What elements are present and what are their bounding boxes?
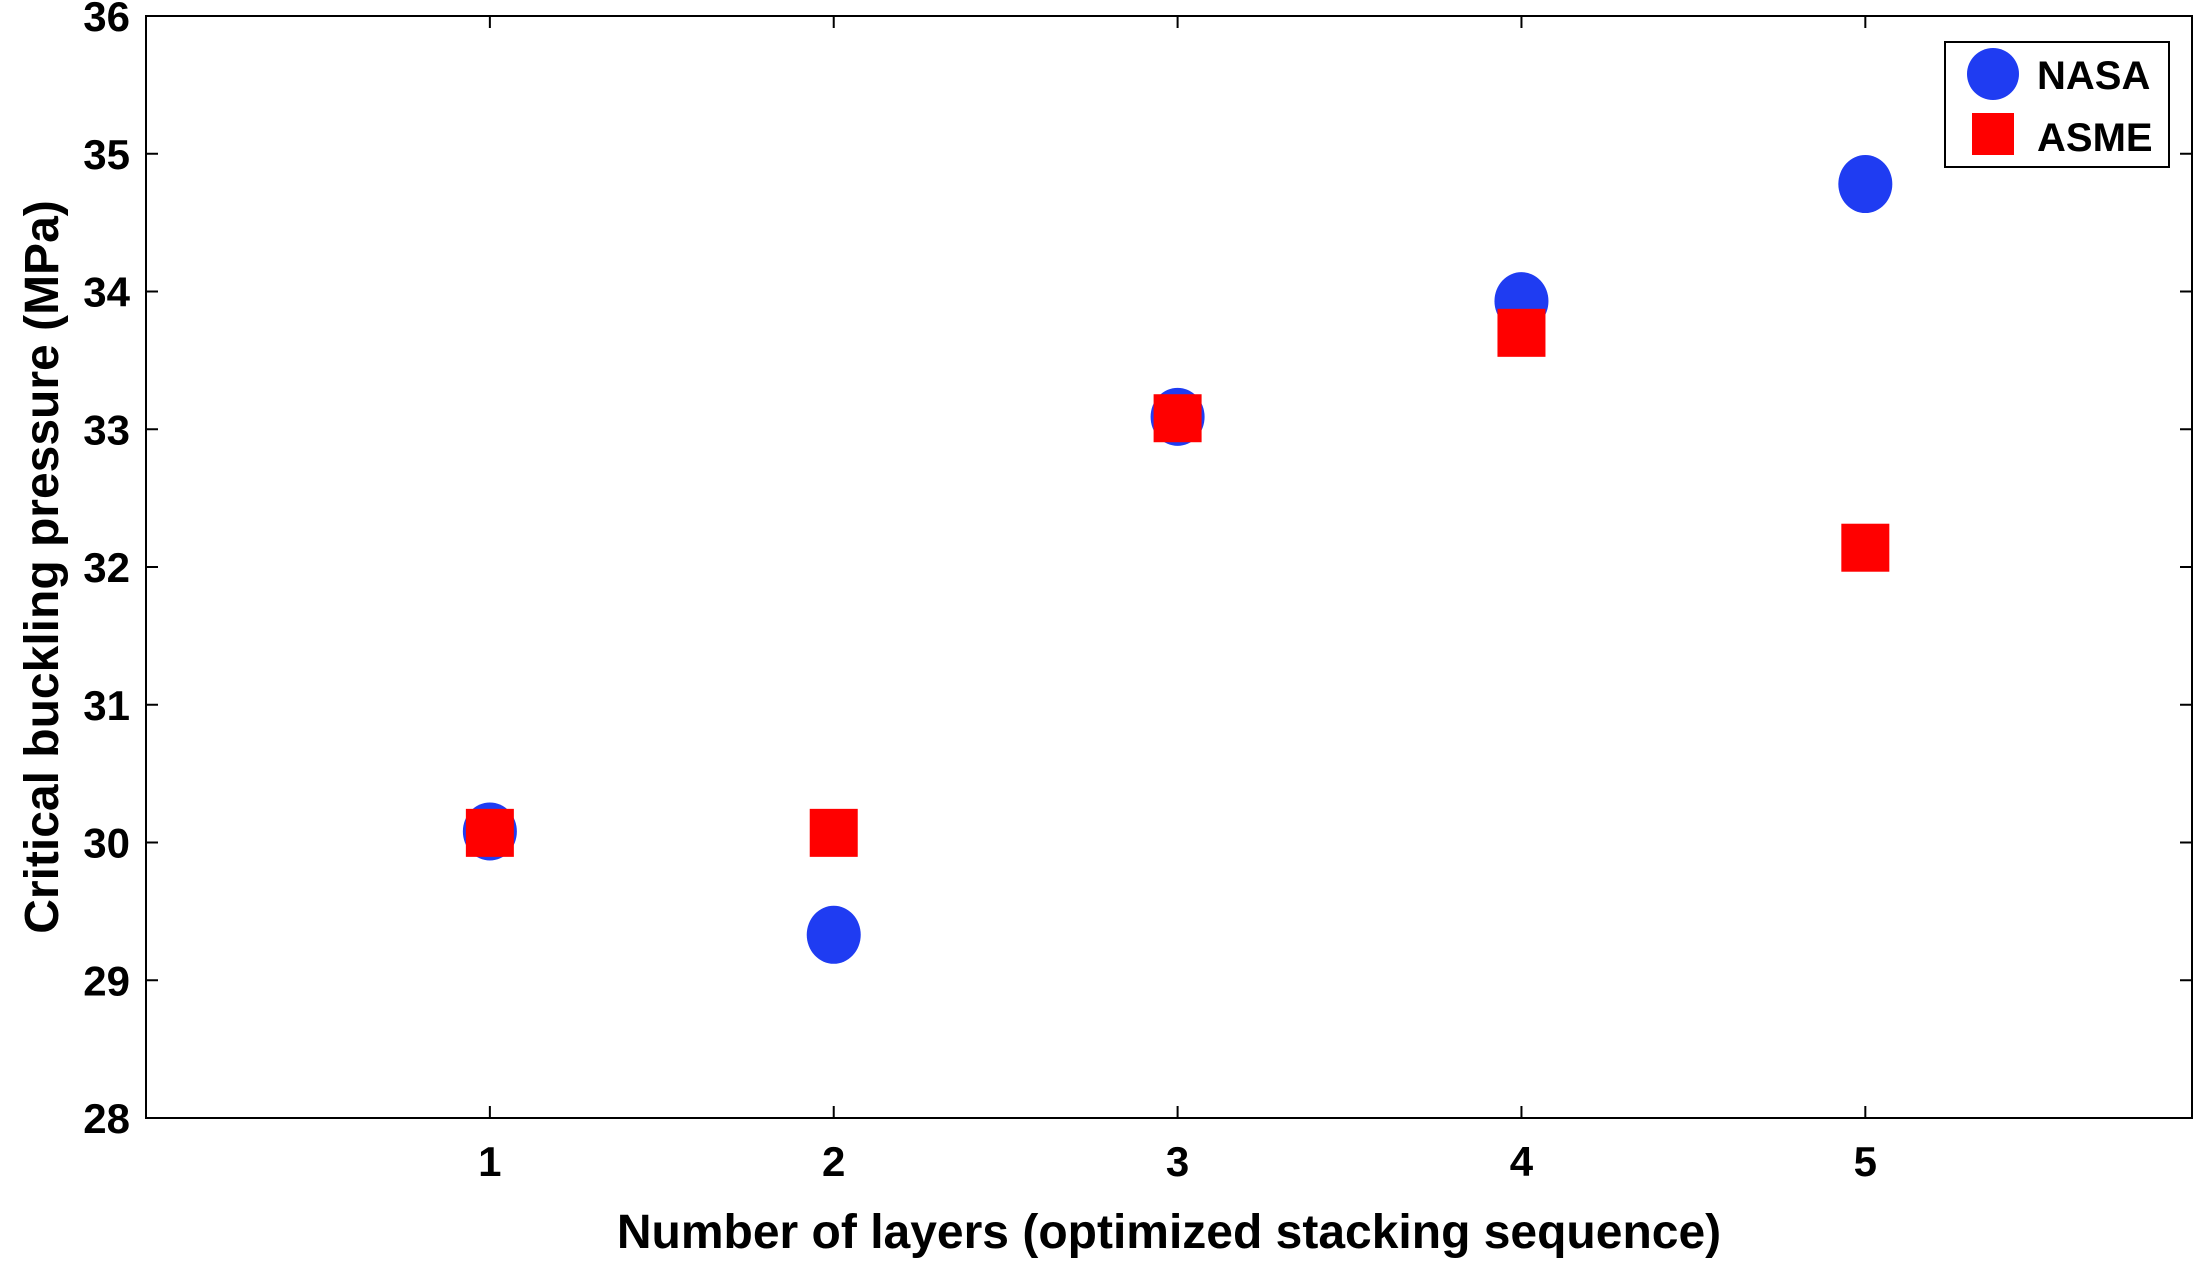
legend-marker-nasa xyxy=(1967,48,2019,100)
legend-label-asme: ASME xyxy=(2037,116,2153,160)
data-point-asme xyxy=(465,808,514,857)
x-tick-label: 2 xyxy=(822,1138,845,1185)
y-tick-label: 29 xyxy=(83,957,130,1004)
y-tick-label: 32 xyxy=(83,544,130,591)
data-point-asme xyxy=(1841,523,1890,572)
data-point-asme xyxy=(1497,308,1546,357)
data-point-nasa xyxy=(806,905,861,964)
y-tick-label: 34 xyxy=(83,269,130,316)
x-tick-label: 3 xyxy=(1166,1138,1189,1185)
y-axis-label: Critical buckling pressure (MPa) xyxy=(16,200,69,934)
y-tick-label: 35 xyxy=(83,131,130,178)
legend: NASA ASME xyxy=(1944,41,2170,168)
y-tick-label: 31 xyxy=(83,682,130,729)
data-point-nasa xyxy=(1838,155,1893,214)
y-tick-label: 36 xyxy=(83,0,130,40)
legend-marker-asme xyxy=(1972,113,2014,155)
data-point-asme xyxy=(809,808,858,857)
data-point-asme xyxy=(1153,394,1202,443)
x-tick-label: 4 xyxy=(1510,1138,1534,1185)
plot-area-frame xyxy=(145,15,2193,1119)
y-tick-label: 30 xyxy=(83,820,130,867)
legend-label-nasa: NASA xyxy=(2037,54,2150,98)
marks-layer xyxy=(462,155,1893,964)
x-tick-label: 5 xyxy=(1854,1138,1877,1185)
x-axis-label: Number of layers (optimized stacking seq… xyxy=(617,1206,1721,1259)
x-tick-label: 1 xyxy=(478,1138,501,1185)
y-tick-label: 33 xyxy=(83,406,130,453)
y-tick-label: 28 xyxy=(83,1095,130,1142)
